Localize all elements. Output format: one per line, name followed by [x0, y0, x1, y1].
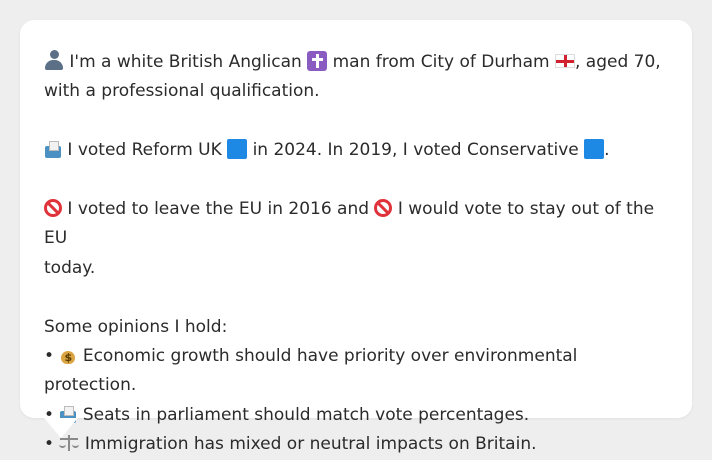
voting-paragraph: I voted Reform UK in 2024. In 2019, I vo… — [44, 136, 668, 165]
opinion-text: Economic growth should have priority ove… — [44, 346, 578, 396]
england-flag-icon — [554, 54, 575, 68]
bullet: • — [44, 346, 55, 367]
list-item: • Seats in parliament should match vote … — [44, 401, 668, 430]
bullet: • — [44, 404, 55, 425]
eu-paragraph: I voted to leave the EU in 2016 and I wo… — [44, 195, 668, 283]
latin-cross-icon — [307, 51, 328, 71]
ballot-box-icon — [44, 140, 62, 159]
prohibited-icon — [374, 199, 393, 217]
voting-text-2: in 2024. In 2019, I voted Conservative — [252, 140, 579, 161]
reform-party-color-icon — [227, 139, 248, 160]
conservative-party-color-icon — [584, 139, 605, 160]
list-item: • Immigration has mixed or neutral impac… — [44, 430, 668, 459]
prohibited-icon — [44, 199, 62, 217]
voting-text-1: I voted Reform UK — [67, 140, 222, 161]
profile-paragraph: I'm a white British Anglican man from Ci… — [44, 48, 668, 107]
voting-text-3: . — [604, 140, 610, 161]
eu-text-2: I would vote to stay out of the EU — [44, 199, 655, 249]
list-item: • Economic growth should have priority o… — [44, 342, 668, 401]
opinion-text: Immigration has mixed or neutral impacts… — [84, 434, 537, 455]
profile-intro-text: I'm a white British Anglican — [69, 52, 302, 72]
opinions-list: • Economic growth should have priority o… — [44, 342, 668, 460]
opinion-text: Seats in parliament should match vote pe… — [82, 404, 530, 425]
profile-age-text: , aged 70, — [574, 52, 661, 72]
profile-qualification-text: with a professional qualification. — [44, 81, 320, 102]
chat-message-bubble: I'm a white British Anglican man from Ci… — [20, 20, 692, 454]
person-icon — [44, 50, 64, 70]
eu-text-1: I voted to leave the EU in 2016 and — [67, 199, 370, 219]
opinions-heading: Some opinions I hold: — [44, 316, 228, 337]
profile-location-text: man from City of Durham — [332, 52, 550, 72]
money-bag-icon — [59, 346, 77, 365]
eu-text-3: today. — [44, 257, 96, 278]
bubble-tail — [44, 418, 78, 438]
message-text: I'm a white British Anglican man from Ci… — [44, 48, 668, 460]
